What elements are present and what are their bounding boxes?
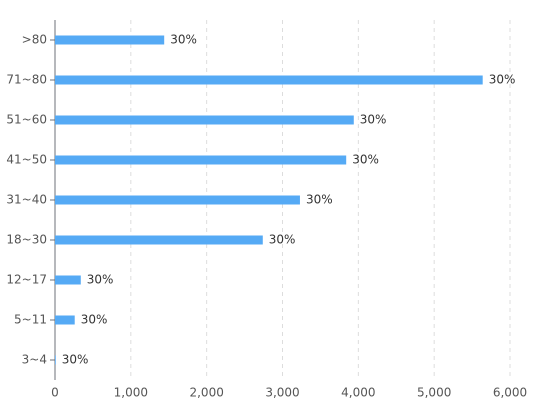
- x-tick-label: 6,000: [493, 386, 527, 400]
- y-tick-label: 18~30: [6, 233, 47, 247]
- y-tick-label: >80: [22, 33, 47, 47]
- bar: [55, 355, 56, 365]
- bar: [55, 195, 300, 205]
- y-tick-label: 12~17: [6, 273, 47, 287]
- bar: [55, 115, 354, 125]
- x-tick-label: 0: [51, 386, 59, 400]
- x-tick-label: 3,000: [265, 386, 299, 400]
- bar: [55, 235, 263, 245]
- bar: [55, 35, 165, 45]
- bar-label: 30%: [62, 353, 89, 367]
- bar: [55, 275, 81, 285]
- x-tick-label: 1,000: [114, 386, 148, 400]
- y-tick-label: 5~11: [14, 313, 47, 327]
- bar-label: 30%: [81, 313, 108, 327]
- bar-label: 30%: [269, 233, 296, 247]
- y-tick-label: 51~60: [6, 113, 47, 127]
- x-tick-label: 4,000: [341, 386, 375, 400]
- bar-label: 30%: [360, 113, 387, 127]
- bar-label: 30%: [87, 273, 114, 287]
- y-tick-label: 31~40: [6, 193, 47, 207]
- y-tick-label: 71~80: [6, 73, 47, 87]
- bar-label: 30%: [352, 153, 379, 167]
- bar-label: 30%: [170, 33, 197, 47]
- bar-label: 30%: [306, 193, 333, 207]
- y-tick-label: 41~50: [6, 153, 47, 167]
- x-tick-label: 5,000: [417, 386, 451, 400]
- bar: [55, 155, 347, 165]
- bar: [55, 75, 483, 85]
- y-tick-label: 3~4: [22, 353, 47, 367]
- bar: [55, 315, 75, 325]
- bar-label: 30%: [489, 73, 516, 87]
- x-tick-label: 2,000: [189, 386, 223, 400]
